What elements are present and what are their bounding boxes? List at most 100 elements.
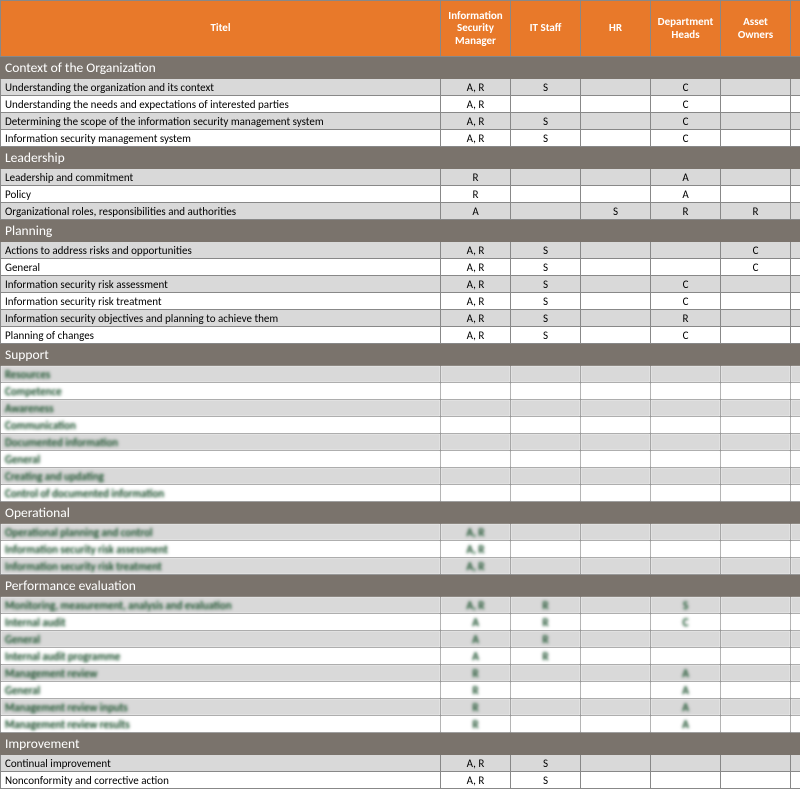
role-cell — [721, 417, 791, 434]
role-cell: C — [651, 327, 721, 344]
row-title: Competence — [1, 383, 441, 400]
role-cell — [791, 79, 800, 96]
role-cell — [791, 310, 800, 327]
row-title: Documented information — [1, 434, 441, 451]
role-cell — [581, 451, 651, 468]
table-row: Communication — [1, 417, 800, 434]
role-cell: C — [651, 96, 721, 113]
role-cell — [511, 417, 581, 434]
role-cell — [511, 524, 581, 541]
role-cell: A, R — [441, 541, 511, 558]
role-cell — [581, 310, 651, 327]
role-cell — [791, 614, 800, 631]
role-cell: C — [651, 79, 721, 96]
role-cell: S — [511, 755, 581, 772]
row-title: Continual improvement — [1, 755, 441, 772]
role-cell — [791, 169, 800, 186]
role-cell — [791, 468, 800, 485]
role-cell — [721, 597, 791, 614]
role-cell — [721, 772, 791, 789]
role-cell: S — [511, 79, 581, 96]
role-cell — [581, 400, 651, 417]
role-cell — [721, 468, 791, 485]
row-title: General — [1, 682, 441, 699]
role-cell: A — [651, 169, 721, 186]
role-cell: S — [511, 259, 581, 276]
role-cell — [581, 327, 651, 344]
role-cell — [791, 772, 800, 789]
header-role-1: IT Staff — [511, 1, 581, 57]
role-cell — [441, 468, 511, 485]
row-title: Awareness — [1, 400, 441, 417]
role-cell — [581, 558, 651, 575]
role-cell — [581, 772, 651, 789]
role-cell — [721, 755, 791, 772]
role-cell — [651, 558, 721, 575]
role-cell — [721, 96, 791, 113]
role-cell: R — [441, 186, 511, 203]
table-row: Monitoring, measurement, analysis and ev… — [1, 597, 800, 614]
table-row: Organizational roles, responsibilities a… — [1, 203, 800, 220]
role-cell — [581, 293, 651, 310]
table-row: Awareness — [1, 400, 800, 417]
role-cell — [721, 451, 791, 468]
header-row: Titel Information Security Manager IT St… — [1, 1, 800, 57]
role-cell: A — [651, 682, 721, 699]
role-cell: A, R — [441, 79, 511, 96]
role-cell — [511, 451, 581, 468]
role-cell — [651, 524, 721, 541]
role-cell — [581, 79, 651, 96]
role-cell — [791, 699, 800, 716]
role-cell — [721, 186, 791, 203]
role-cell: A — [651, 186, 721, 203]
role-cell — [791, 541, 800, 558]
role-cell: C — [721, 259, 791, 276]
role-cell — [791, 597, 800, 614]
table-row: Management reviewRA — [1, 665, 800, 682]
role-cell — [651, 259, 721, 276]
row-title: Understanding the needs and expectations… — [1, 96, 441, 113]
role-cell — [721, 130, 791, 147]
row-title: Communication — [1, 417, 441, 434]
role-cell: S — [581, 203, 651, 220]
role-cell — [721, 169, 791, 186]
role-cell: A, R — [441, 113, 511, 130]
row-title: Information security management system — [1, 130, 441, 147]
role-cell — [441, 366, 511, 383]
role-cell — [581, 242, 651, 259]
section-header: Improvement — [1, 733, 800, 755]
role-cell — [581, 383, 651, 400]
row-title: Leadership and commitment — [1, 169, 441, 186]
row-title: General — [1, 259, 441, 276]
role-cell — [511, 699, 581, 716]
role-cell — [511, 682, 581, 699]
role-cell — [791, 631, 800, 648]
role-cell: A, R — [441, 327, 511, 344]
table-row: Leadership and commitmentRA — [1, 169, 800, 186]
role-cell: R — [511, 631, 581, 648]
role-cell — [791, 400, 800, 417]
table-row: PolicyRA — [1, 186, 800, 203]
section-title: Context of the Organization — [1, 57, 800, 79]
role-cell — [721, 383, 791, 400]
table-row: Information security risk assessmentA, R — [1, 541, 800, 558]
role-cell — [581, 716, 651, 733]
row-title: Planning of changes — [1, 327, 441, 344]
role-cell — [511, 558, 581, 575]
section-title: Performance evaluation — [1, 575, 800, 597]
role-cell: A, R — [441, 293, 511, 310]
role-cell — [721, 434, 791, 451]
table-row: Documented information — [1, 434, 800, 451]
role-cell — [791, 417, 800, 434]
role-cell — [511, 186, 581, 203]
role-cell — [581, 366, 651, 383]
role-cell: R — [511, 614, 581, 631]
row-title: Determining the scope of the information… — [1, 113, 441, 130]
role-cell — [511, 468, 581, 485]
table-row: Operational planning and controlA, R — [1, 524, 800, 541]
role-cell — [791, 682, 800, 699]
section-header: Context of the Organization — [1, 57, 800, 79]
role-cell — [581, 682, 651, 699]
header-role-4: Asset Owners — [721, 1, 791, 57]
role-cell: A, R — [441, 310, 511, 327]
